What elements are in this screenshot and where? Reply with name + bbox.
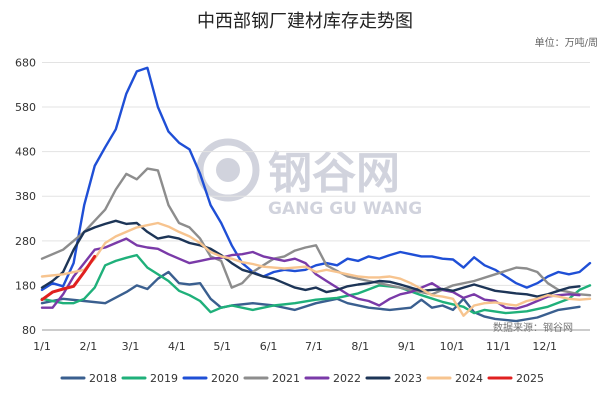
- y-tick-label: 80: [22, 324, 36, 337]
- x-tick-label: 4/1: [168, 340, 186, 353]
- x-axis: 1/1 2/1 3/1 4/1 5/1 6/1 7/1 8/1 9/1 10/1 11/1 12/1: [33, 329, 590, 353]
- series-line-2019: [40, 253, 592, 315]
- y-axis: 80 180 280 380 480 580 680: [15, 56, 36, 337]
- watermark-en: GANG GU WANG: [268, 199, 422, 219]
- x-tick-label: 7/1: [305, 340, 323, 353]
- legend-label-2020: 2020: [211, 372, 239, 385]
- legend-label-2025: 2025: [516, 372, 544, 385]
- logo-mark-icon: [196, 138, 260, 202]
- y-tick-label: 380: [15, 190, 36, 203]
- watermark-cn: 钢谷网: [268, 148, 400, 199]
- series-line-2018: [40, 270, 581, 323]
- legend-label-2024: 2024: [455, 372, 483, 385]
- legend-label-2019: 2019: [150, 372, 178, 385]
- legend-label-2021: 2021: [272, 372, 300, 385]
- chart-legend: 2018 2019 2020 2021 2022 2023 2024 2025: [60, 372, 544, 385]
- y-tick-label: 280: [15, 235, 36, 248]
- watermark-logo: 钢谷网 GANG GU WANG: [196, 138, 422, 219]
- x-tick-label: 5/1: [213, 340, 231, 353]
- series-line-2023: [40, 219, 581, 298]
- x-tick-label: 8/1: [351, 340, 369, 353]
- x-tick-label: 10/1: [440, 340, 465, 353]
- x-tick-label: 2/1: [80, 340, 98, 353]
- series-lines: [40, 66, 592, 323]
- series-line-2025: [40, 254, 97, 302]
- x-tick-label: 6/1: [260, 340, 278, 353]
- series-line-2021: [40, 167, 592, 297]
- x-tick-label: 11/1: [486, 340, 511, 353]
- y-tick-label: 480: [15, 146, 36, 159]
- legend-label-2023: 2023: [394, 372, 422, 385]
- x-tick-label: 1/1: [33, 340, 51, 353]
- y-tick-label: 180: [15, 279, 36, 292]
- unit-label: 单位：万吨/周: [535, 36, 598, 49]
- legend-label-2018: 2018: [89, 372, 117, 385]
- chart-title: 中西部钢厂建材库存走势图: [197, 11, 413, 32]
- x-tick-label: 12/1: [532, 340, 557, 353]
- legend-label-2022: 2022: [333, 372, 361, 385]
- data-source-note: 数据来源：钢谷网: [493, 321, 573, 334]
- y-tick-label: 580: [15, 101, 36, 114]
- y-tick-label: 680: [15, 56, 36, 69]
- x-tick-label: 9/1: [398, 340, 416, 353]
- x-tick-label: 3/1: [122, 340, 140, 353]
- series-line-2024: [40, 221, 592, 317]
